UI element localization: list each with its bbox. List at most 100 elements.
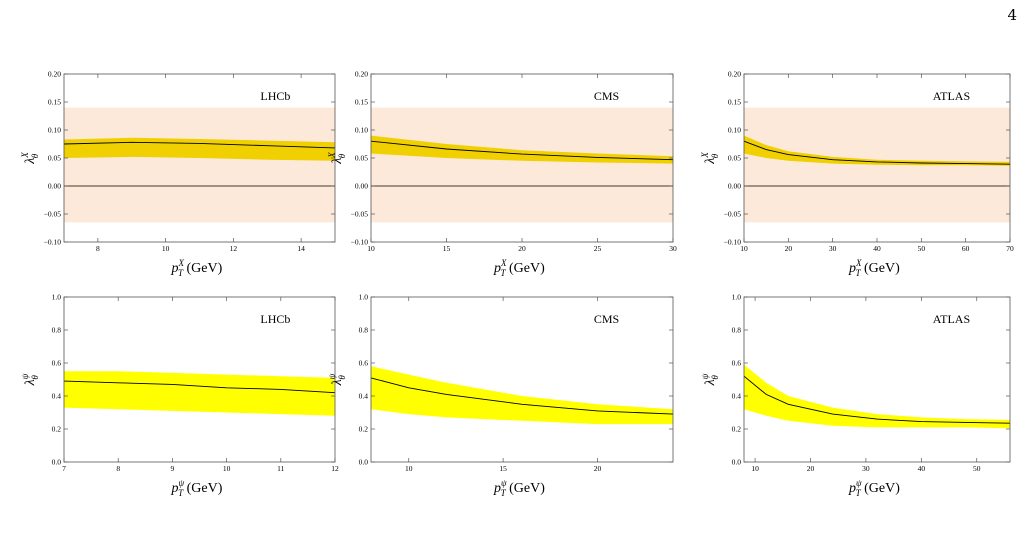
central-curve [63,380,336,394]
experimental-band [64,107,335,223]
x-axis-label: pX T (GeV) [493,258,545,278]
y-tick-label: 0.8 [52,326,62,335]
panel-6: 10 20 30 40 50 0.0 0.2 0.4 0.6 0.8 1.0 ATLAS pψ T (Ge… [700,293,1011,498]
y-tick-label: 0.10 [728,126,741,135]
x-tick-label: 8 [96,244,100,253]
x-tick-label: 20 [518,244,526,253]
x-tick-label: 30 [862,464,870,473]
y-tick-label: 0.15 [48,98,61,107]
y-tick-label: 0.00 [355,182,368,191]
x-tick-label: 10 [740,244,748,253]
y-tick-label: 1.0 [52,293,62,302]
y-tick-label: 0.6 [732,359,742,368]
y-tick-label: 0.4 [52,392,62,401]
central-curve [370,377,674,415]
x-tick-label: 10 [367,244,375,253]
x-tick-label: 12 [331,464,339,473]
central-curve [743,140,1011,165]
x-tick-label: 10 [223,464,231,473]
x-tick-label: 30 [669,244,677,253]
y-tick-label: 0.05 [728,154,741,163]
y-tick-label: 0.10 [355,126,368,135]
panel-5: 10 15 20 0.0 0.2 0.4 0.6 0.8 1.0 CMS pψ T (GeV) λψθ [327,293,674,498]
x-tick-label: 8 [116,464,120,473]
x-tick-label: 9 [171,464,175,473]
experiment-label: CMS [594,312,619,326]
x-tick-label: 30 [829,244,837,253]
y-tick-label: 0.20 [728,70,741,79]
experiment-label: CMS [594,89,619,103]
uncertainty-band [64,137,335,161]
x-tick-label: 7 [62,464,66,473]
x-tick-label: 14 [297,244,305,253]
y-tick-label: −0.05 [44,210,62,219]
experimental-band [371,107,673,223]
x-tick-label: 10 [405,464,413,473]
y-tick-label: 0.05 [48,154,61,163]
x-tick-label: 70 [1006,244,1014,253]
y-tick-label: 0.2 [359,425,369,434]
y-tick-label: 0.00 [48,182,61,191]
uncertainty-band [371,135,673,164]
y-tick-label: 1.0 [359,293,369,302]
x-tick-label: 50 [973,464,981,473]
panel-2: 10 15 20 25 30 −0.10 −0.05 0.00 0.05 0.10 0.15 0.20… [327,70,677,279]
x-tick-label: 11 [277,464,284,473]
y-tick-label: 0.4 [732,392,742,401]
x-tick-label: 50 [918,244,926,253]
y-tick-label: −0.05 [351,210,369,219]
y-tick-label: 0.0 [52,458,62,467]
y-tick-label: 0.15 [728,98,741,107]
plot-frame [63,296,336,463]
x-tick-label: 15 [443,244,451,253]
x-tick-label: 20 [807,464,815,473]
y-tick-label: 0.00 [728,182,741,191]
y-tick-label: −0.10 [351,238,369,247]
page-number: 4 [1007,6,1017,24]
plot-frame [743,296,1011,463]
y-tick-label: 0.15 [355,98,368,107]
y-tick-label: 0.8 [359,326,369,335]
x-axis-label: pX T (GeV) [171,258,223,278]
y-tick-label: 0.20 [48,70,61,79]
y-axis-label: λψθ [20,373,40,386]
y-axis-label: λXθ [700,152,720,165]
y-tick-label: 0.10 [48,126,61,135]
x-tick-label: 20 [594,464,602,473]
x-axis-label: pX T (GeV) [848,258,900,278]
y-tick-label: 0.0 [732,458,742,467]
y-tick-label: 0.2 [52,425,62,434]
x-tick-label: 25 [594,244,602,253]
y-axis-label: λψθ [327,373,347,386]
central-curve [63,141,336,149]
x-axis-label: pψ T (GeV) [848,478,900,498]
y-tick-label: 0.20 [355,70,368,79]
central-curve [743,375,1011,424]
x-tick-label: 10 [162,244,170,253]
y-tick-label: 1.0 [732,293,742,302]
x-tick-label: 60 [962,244,970,253]
experiment-label: LHCb [260,312,290,326]
x-axis-label: pψ T (GeV) [493,478,545,498]
y-tick-label: −0.10 [44,238,62,247]
x-axis-label: pψ T (GeV) [171,478,223,498]
uncertainty-band [64,371,335,416]
y-axis-label: λXθ [327,152,347,165]
y-tick-label: 0.4 [359,392,369,401]
panel-3: 10 20 30 40 50 60 70 −0.10 −0.05 0.00 0.05 0.10 0.15… [700,70,1014,279]
y-tick-label: 0.6 [359,359,369,368]
experiment-label: ATLAS [933,89,970,103]
x-tick-label: 10 [751,464,759,473]
x-tick-label: 12 [230,244,238,253]
y-tick-label: 0.0 [359,458,369,467]
y-tick-label: −0.05 [724,210,742,219]
y-tick-label: −0.10 [724,238,742,247]
x-tick-label: 40 [918,464,926,473]
central-curve [370,140,674,161]
y-tick-label: 0.05 [355,154,368,163]
uncertainty-band [744,135,1010,166]
y-tick-label: 0.8 [732,326,742,335]
y-axis-label: λψθ [700,373,720,386]
panel-4: 7 8 9 10 11 12 0.0 0.2 0.4 0.6 0.8 1.0 LHCb pψ T (GeV)… [20,293,339,499]
